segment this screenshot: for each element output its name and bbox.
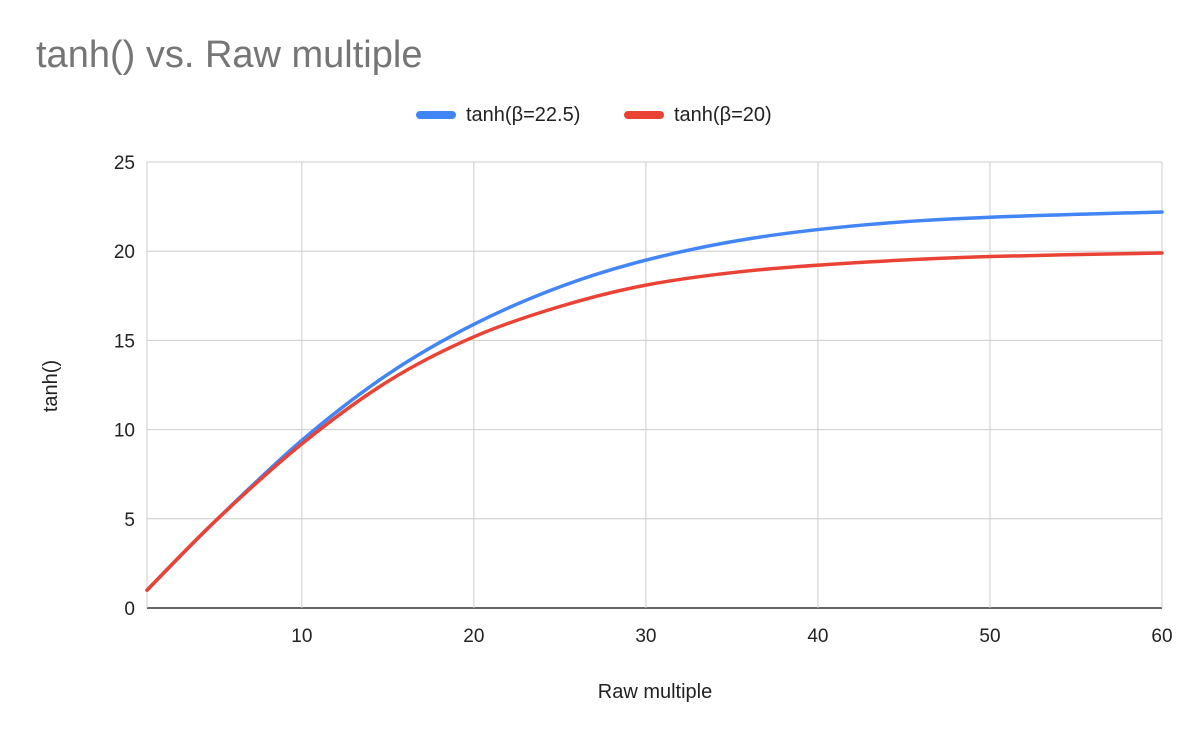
- grid: [146, 161, 1163, 609]
- x-tick-label-4: 50: [979, 626, 1000, 647]
- x-tick-label-0: 10: [291, 626, 312, 647]
- y-tick-label-0: 0: [124, 599, 135, 620]
- y-tick-label-2: 10: [114, 421, 135, 442]
- y-tick-label-5: 25: [114, 153, 135, 174]
- x-tick-label-1: 20: [463, 626, 484, 647]
- series-line-1[interactable]: [145, 210, 1164, 592]
- y-tick-label-4: 20: [114, 242, 135, 263]
- legend-item-series-1[interactable]: tanh(β=22.5): [416, 100, 580, 130]
- x-tick-label-5: 60: [1151, 626, 1172, 647]
- series-lines: [145, 210, 1164, 592]
- tick-labels: 0 5 10 15 20 25 10 20 30 40 50 60: [114, 153, 1173, 647]
- x-axis-label: Raw multiple: [598, 681, 712, 703]
- legend-swatch-series-2: [624, 111, 664, 119]
- x-tick-label-2: 30: [635, 626, 656, 647]
- legend-label-series-1: tanh(β=22.5): [466, 103, 581, 126]
- legend: tanh(β=22.5) tanh(β=20): [0, 100, 1200, 130]
- legend-item-series-2[interactable]: tanh(β=20): [624, 100, 772, 130]
- y-tick-label-1: 5: [124, 510, 135, 531]
- legend-label-series-2: tanh(β=20): [674, 103, 772, 126]
- chart-title: tanh() vs. Raw multiple: [36, 34, 423, 76]
- x-tick-label-3: 40: [807, 626, 828, 647]
- legend-swatch-series-1: [416, 111, 456, 119]
- y-axis-label: tanh(): [40, 360, 62, 412]
- series-line-2[interactable]: [145, 251, 1164, 592]
- y-tick-label-3: 15: [114, 331, 135, 352]
